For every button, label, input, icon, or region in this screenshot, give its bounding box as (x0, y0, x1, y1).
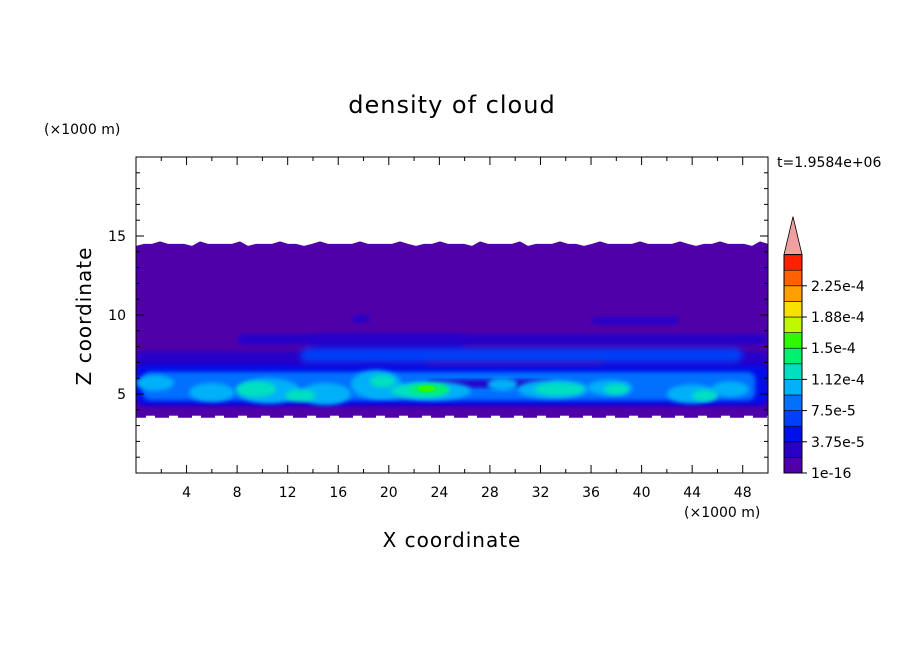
time-label: t=1.9584e+06 (777, 155, 881, 171)
cloud-patch-bright (285, 389, 316, 402)
cloud-edge-gap (422, 415, 431, 420)
cloud-edge-gap (330, 415, 339, 420)
x-tick-label: 32 (532, 485, 550, 501)
colorbar-swatch (783, 347, 803, 365)
cloud-edge-gap (606, 415, 615, 420)
colorbar-swatch (783, 316, 803, 333)
cloud-edge-gap (284, 415, 293, 420)
x-unit-label: (×1000 m) (684, 505, 760, 521)
cloud-edge-gap (675, 415, 684, 420)
cloud-edge-gap (445, 415, 454, 420)
cloud-patch (487, 378, 518, 391)
cloud-edge-gap (721, 415, 730, 420)
x-tick-label: 24 (430, 485, 448, 501)
colorbar-swatch (783, 332, 803, 349)
cloud-patch-bright (369, 375, 396, 388)
cloud-edge-gap (468, 415, 477, 420)
colorbar-swatch (783, 410, 803, 427)
cloud-edge-gap (215, 415, 224, 420)
cloud-edge-gap (376, 415, 385, 420)
cloud-edge-gap (629, 415, 638, 420)
cloud-edge-gap (491, 415, 500, 420)
colorbar: 1e-16 3.75e-5 7.5e-5 1.12e-4 1.5e-4 1.88e-4 2.… (783, 216, 865, 482)
colorbar-swatch (783, 301, 803, 318)
cloud-patch (136, 375, 174, 391)
colorbar-swatch (783, 394, 803, 411)
cloud-edge-gap (146, 415, 155, 420)
x-tick-label: 16 (329, 485, 347, 501)
colorbar-swatch (783, 425, 803, 443)
cloud-edge-gap (192, 415, 201, 420)
y-tick-label: 10 (108, 308, 126, 324)
colorbar-label: 1.88e-4 (811, 310, 865, 326)
high-filament (591, 316, 680, 325)
colorbar-label: 1.12e-4 (811, 372, 865, 388)
x-tick-label: 12 (279, 485, 297, 501)
cloud-edge-gap (698, 415, 707, 420)
x-tick-label: 28 (481, 485, 499, 501)
colorbar-label: 7.5e-5 (811, 404, 856, 420)
cloud-edge-gap (560, 415, 569, 420)
cloud-edge-gap (514, 415, 523, 420)
colorbar-swatch (783, 379, 803, 396)
cloud-edge-gap (744, 415, 753, 420)
y-tick-label: 15 (108, 229, 126, 245)
x-tick-label: 4 (182, 485, 191, 501)
x-axis-title: X coordinate (383, 528, 522, 552)
cloud-patch-bright (235, 381, 277, 398)
cloud-patch-bright (534, 382, 585, 396)
y-axis-title: Z coordinate (72, 247, 96, 386)
cloud-edge-gap (537, 415, 546, 420)
core-band-upper (300, 348, 743, 363)
y-unit-label: (×1000 m) (44, 122, 120, 138)
cloud-patch (189, 382, 235, 402)
cloud-edge-gap (399, 415, 408, 420)
cloud-edge-gap (583, 415, 592, 420)
y-axis: 5 10 15 (108, 172, 768, 458)
cloud-edge-gap (238, 415, 247, 420)
colorbar-overflow-triangle (783, 216, 803, 255)
density-field (136, 241, 768, 420)
cloud-patch-bright (603, 383, 629, 395)
colorbar-swatch (783, 269, 803, 287)
x-tick-label: 36 (582, 485, 600, 501)
colorbar-swatch (783, 441, 803, 458)
x-tick-label: 40 (633, 485, 651, 501)
cloud-edge-gap (307, 415, 316, 420)
cloud-edge-gap (353, 415, 362, 420)
x-tick-label: 44 (683, 485, 701, 501)
cloud-edge-gap (169, 415, 178, 420)
cloud-patch (711, 381, 750, 398)
cloud-edge-gap (652, 415, 661, 420)
x-tick-label: 20 (380, 485, 398, 501)
colorbar-label: 1.5e-4 (811, 341, 856, 357)
colorbar-label: 1e-16 (811, 466, 851, 482)
plot-area (136, 241, 768, 420)
x-tick-label: 8 (233, 485, 242, 501)
y-tick-label: 5 (117, 387, 126, 403)
x-axis: 4 8 12 16 20 24 28 32 36 40 44 48 (160, 157, 752, 501)
cloud-patch (300, 382, 351, 406)
colorbar-swatch (783, 457, 803, 474)
chart-title: density of cloud (348, 91, 555, 119)
colorbar-swatch (783, 363, 803, 380)
colorbar-swatch (783, 254, 803, 271)
peak-density-core (417, 385, 436, 392)
colorbar-label: 3.75e-5 (811, 435, 865, 451)
cloud-patch-bright (692, 390, 718, 402)
x-tick-label: 48 (734, 485, 752, 501)
colorbar-frame (783, 254, 803, 474)
high-wisp (350, 315, 370, 323)
colorbar-swatch (783, 285, 803, 302)
colorbar-label: 2.25e-4 (811, 279, 865, 295)
cloud-edge-gap (261, 415, 270, 420)
